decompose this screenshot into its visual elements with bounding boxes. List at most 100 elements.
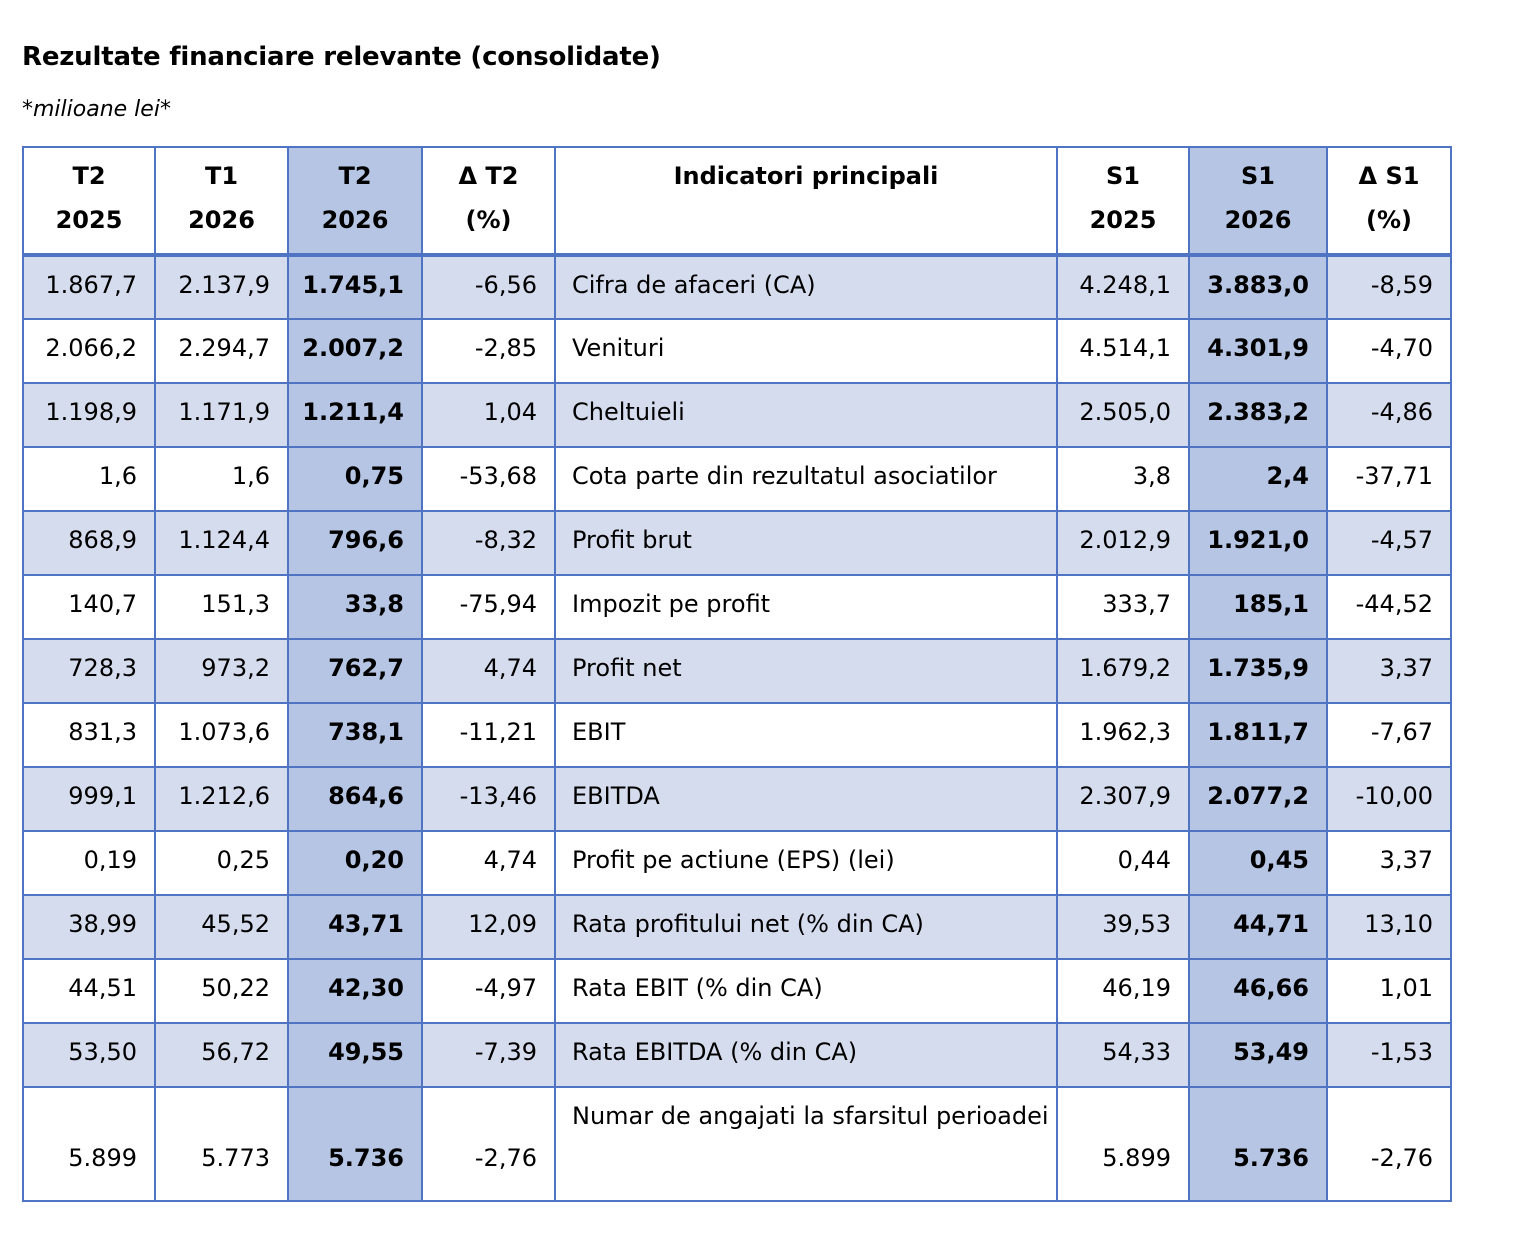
cell-s1-2025: 4.248,1 [1056,254,1190,320]
cell-delta-t2: 1,04 [421,382,556,448]
cell-s1-2025: 5.899 [1056,1086,1190,1202]
cell-t1-2026: 1.212,6 [154,766,289,832]
cell-t2-2025: 5.899 [22,1086,156,1202]
header-s1-2026: S1 2026 [1188,146,1328,257]
cell-delta-t2: 4,74 [421,830,556,896]
cell-t2-2025: 140,7 [22,574,156,640]
cell-t1-2026: 50,22 [154,958,289,1024]
cell-delta-t2: -6,56 [421,254,556,320]
table-row: 44,51 50,22 42,30 -4,97 Rata EBIT (% din CA)… [22,958,1452,1024]
cell-t1-2026: 45,52 [154,894,289,960]
cell-t2-2026: 33,8 [287,574,423,640]
cell-delta-s1: 3,37 [1326,638,1452,704]
cell-indicator: Cheltuieli [554,382,1058,448]
cell-delta-t2: -13,46 [421,766,556,832]
header-delta-s1: Δ S1 (%) [1326,146,1452,257]
table-row: 999,1 1.212,6 864,6 -13,46 EBITDA 2.307,9 2.07… [22,766,1452,832]
cell-indicator: Venituri [554,318,1058,384]
table-row: 1,6 1,6 0,75 -53,68 Cota parte din rezultatu… [22,446,1452,512]
cell-indicator: Profit brut [554,510,1058,576]
cell-s1-2026: 2,4 [1188,446,1328,512]
cell-t2-2026: 864,6 [287,766,423,832]
table-row: 1.198,9 1.171,9 1.211,4 1,04 Cheltuieli 2.505… [22,382,1452,448]
table-row: 831,3 1.073,6 738,1 -11,21 EBIT 1.962,3 1.811,… [22,702,1452,768]
cell-s1-2025: 2.012,9 [1056,510,1190,576]
cell-s1-2026: 2.077,2 [1188,766,1328,832]
header-indicators: Indicatori principali [554,146,1058,257]
cell-t1-2026: 973,2 [154,638,289,704]
cell-t2-2026: 1.211,4 [287,382,423,448]
cell-s1-2025: 54,33 [1056,1022,1190,1088]
cell-delta-s1: -1,53 [1326,1022,1452,1088]
cell-t2-2025: 44,51 [22,958,156,1024]
cell-t2-2026: 796,6 [287,510,423,576]
header-row: T2 2025 T1 2026 T2 2026 Δ T2 (%) Indicatori … [22,146,1452,257]
cell-delta-s1: -2,76 [1326,1086,1452,1202]
cell-delta-t2: 12,09 [421,894,556,960]
table-row: 2.066,2 2.294,7 2.007,2 -2,85 Venituri 4.514,… [22,318,1452,384]
cell-s1-2025: 4.514,1 [1056,318,1190,384]
cell-indicator: Cota parte din rezultatul asociatilor [554,446,1058,512]
cell-t2-2026: 1.745,1 [287,254,423,320]
cell-s1-2026: 3.883,0 [1188,254,1328,320]
cell-delta-s1: 1,01 [1326,958,1452,1024]
header-s1-2025: S1 2025 [1056,146,1190,257]
cell-delta-s1: -4,70 [1326,318,1452,384]
table-row: 728,3 973,2 762,7 4,74 Profit net 1.679,2 1.73… [22,638,1452,704]
cell-delta-s1: -8,59 [1326,254,1452,320]
header-t2-2025: T2 2025 [22,146,156,257]
cell-indicator: EBIT [554,702,1058,768]
cell-t1-2026: 1.073,6 [154,702,289,768]
cell-t2-2025: 1.867,7 [22,254,156,320]
cell-s1-2025: 46,19 [1056,958,1190,1024]
cell-delta-t2: -7,39 [421,1022,556,1088]
cell-delta-t2: -8,32 [421,510,556,576]
cell-s1-2025: 0,44 [1056,830,1190,896]
cell-s1-2025: 2.505,0 [1056,382,1190,448]
cell-t2-2025: 1.198,9 [22,382,156,448]
cell-delta-t2: -75,94 [421,574,556,640]
cell-delta-t2: -2,76 [421,1086,556,1202]
cell-indicator: Profit pe actiune (EPS) (lei) [554,830,1058,896]
cell-indicator: Cifra de afaceri (CA) [554,254,1058,320]
cell-t2-2025: 999,1 [22,766,156,832]
cell-s1-2026: 185,1 [1188,574,1328,640]
table-row: 5.899 5.773 5.736 -2,76 Numar de angajati la… [22,1086,1452,1202]
cell-t1-2026: 0,25 [154,830,289,896]
header-delta-t2: Δ T2 (%) [421,146,556,257]
cell-t2-2026: 762,7 [287,638,423,704]
cell-indicator: Profit net [554,638,1058,704]
cell-t2-2026: 2.007,2 [287,318,423,384]
cell-s1-2026: 1.735,9 [1188,638,1328,704]
cell-t2-2025: 831,3 [22,702,156,768]
cell-s1-2026: 4.301,9 [1188,318,1328,384]
cell-delta-t2: -4,97 [421,958,556,1024]
cell-t1-2026: 2.294,7 [154,318,289,384]
table-row: 0,19 0,25 0,20 4,74 Profit pe actiune (EPS) … [22,830,1452,896]
cell-delta-t2: -53,68 [421,446,556,512]
cell-delta-s1: -7,67 [1326,702,1452,768]
table-row: 1.867,7 2.137,9 1.745,1 -6,56 Cifra de aface… [22,254,1452,320]
cell-s1-2026: 46,66 [1188,958,1328,1024]
table-row: 53,50 56,72 49,55 -7,39 Rata EBITDA (% din C… [22,1022,1452,1088]
cell-s1-2026: 1.811,7 [1188,702,1328,768]
cell-t1-2026: 5.773 [154,1086,289,1202]
cell-t2-2025: 38,99 [22,894,156,960]
cell-s1-2025: 39,53 [1056,894,1190,960]
table-row: 140,7 151,3 33,8 -75,94 Impozit pe profit 333… [22,574,1452,640]
cell-delta-t2: -2,85 [421,318,556,384]
cell-s1-2025: 1.679,2 [1056,638,1190,704]
cell-s1-2025: 3,8 [1056,446,1190,512]
cell-delta-s1: -4,57 [1326,510,1452,576]
cell-s1-2026: 53,49 [1188,1022,1328,1088]
cell-delta-s1: -37,71 [1326,446,1452,512]
cell-t2-2025: 0,19 [22,830,156,896]
cell-t2-2025: 728,3 [22,638,156,704]
cell-indicator: Numar de angajati la sfarsitul perioadei [554,1086,1058,1202]
cell-t2-2026: 0,75 [287,446,423,512]
cell-delta-s1: 3,37 [1326,830,1452,896]
cell-delta-s1: 13,10 [1326,894,1452,960]
cell-s1-2026: 2.383,2 [1188,382,1328,448]
units-note: *milioane lei* [22,97,171,122]
header-t1-2026: T1 2026 [154,146,289,257]
